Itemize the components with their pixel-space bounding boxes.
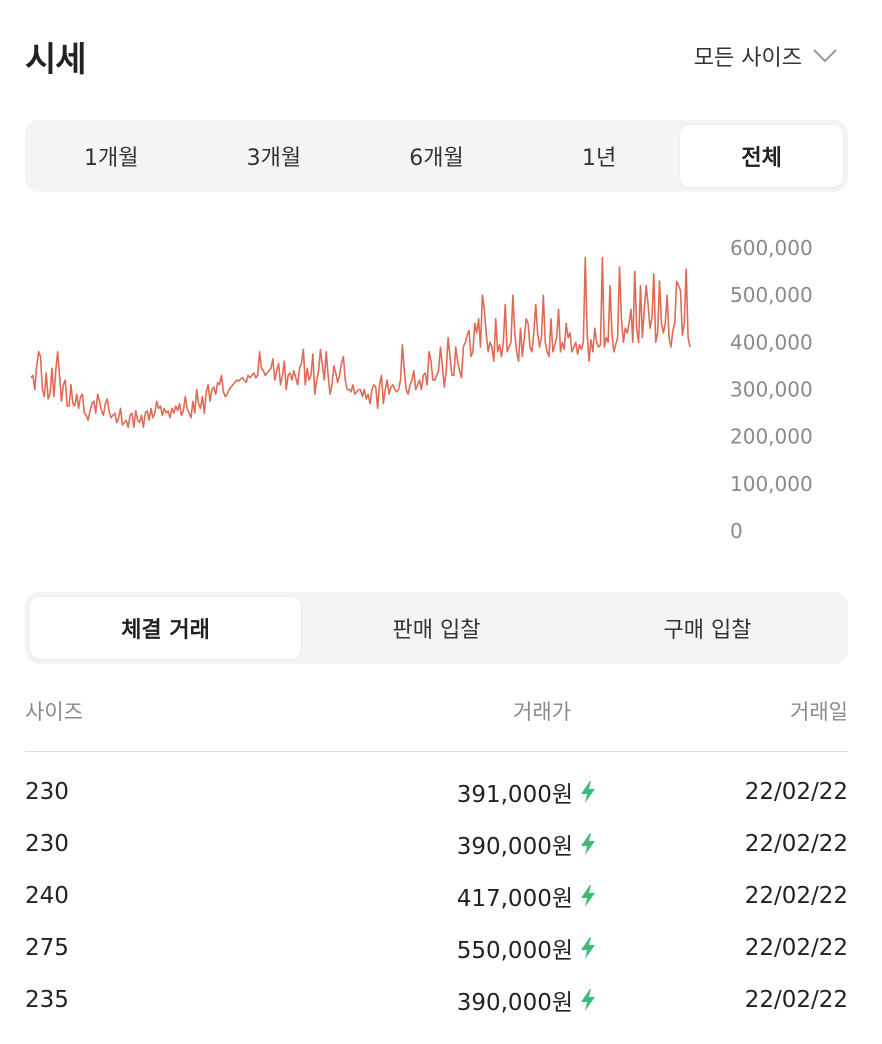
row-price: 390,000원 [456, 834, 573, 860]
y-axis-tick-label: 0 [730, 519, 743, 543]
row-price-cell: 417,000원 [225, 879, 597, 913]
price-chart: 600,000 500,000 400,000 300,000 200,000 100,0… [25, 220, 848, 560]
row-price-cell: 390,000원 [225, 983, 597, 1017]
row-size: 240 [25, 883, 69, 909]
market-price-header: 시세 모든 사이즈 [25, 28, 848, 84]
row-price-cell: 390,000원 [225, 827, 597, 861]
y-axis-tick-label: 200,000 [730, 425, 813, 449]
table-row: 230 391,000원 22/02/22 [25, 766, 848, 818]
period-tabs: 1개월 3개월 6개월 1년 전체 [25, 120, 848, 192]
table-row: 235 390,000원 22/02/22 [25, 974, 848, 1026]
row-date: 22/02/22 [744, 935, 848, 961]
row-date: 22/02/22 [744, 831, 848, 857]
size-select-label: 모든 사이즈 [693, 46, 802, 71]
row-date: 22/02/22 [744, 779, 848, 805]
tab-1-month[interactable]: 1개월 [84, 146, 139, 171]
table-row: 230 390,000원 22/02/22 [25, 818, 848, 870]
row-size: 235 [25, 987, 69, 1013]
lightning-icon [581, 989, 595, 1011]
header-size: 사이즈 [25, 700, 83, 724]
row-price: 391,000원 [456, 782, 573, 808]
row-size: 230 [25, 831, 69, 857]
table-header: 사이즈 거래가 거래일 [25, 696, 848, 752]
tab-3-months[interactable]: 3개월 [246, 146, 302, 171]
tab-all[interactable]: 전체 [680, 125, 843, 187]
trade-tabs: 체결 거래 판매 입찰 구매 입찰 [25, 592, 848, 664]
tab-concluded-trades[interactable]: 체결 거래 [30, 597, 301, 659]
lightning-icon [581, 885, 595, 907]
lightning-icon [581, 781, 595, 803]
table-row: 275 550,000원 22/02/22 [25, 922, 848, 974]
y-axis-tick-label: 600,000 [730, 236, 813, 260]
header-date: 거래일 [790, 700, 848, 724]
row-date: 22/02/22 [744, 883, 848, 909]
price-chart-svg: 600,000 500,000 400,000 300,000 200,000 100,0… [30, 236, 813, 543]
price-series-line [30, 256, 691, 429]
row-price: 390,000원 [456, 990, 573, 1016]
table-row: 240 417,000원 22/02/22 [25, 870, 848, 922]
lightning-icon [581, 833, 595, 855]
header-price: 거래가 [513, 700, 571, 724]
row-price: 550,000원 [456, 938, 573, 964]
size-select-dropdown[interactable]: 모든 사이즈 [694, 40, 838, 72]
y-axis-tick-label: 300,000 [730, 378, 813, 402]
row-size: 275 [25, 935, 69, 961]
tab-1-year[interactable]: 1년 [581, 146, 617, 171]
row-price-cell: 391,000원 [225, 775, 597, 809]
row-size: 230 [25, 779, 69, 805]
table-body: 230 391,000원 22/02/22 230 390,000원 22/02/22 24… [25, 752, 848, 1026]
row-price: 417,000원 [456, 886, 573, 912]
row-date: 22/02/22 [744, 987, 848, 1013]
y-axis-tick-label: 500,000 [730, 283, 813, 307]
lightning-icon [581, 937, 595, 959]
y-axis-tick-label: 100,000 [730, 472, 813, 496]
tab-6-months[interactable]: 6개월 [409, 146, 464, 171]
row-price-cell: 550,000원 [225, 931, 597, 965]
y-axis-tick-label: 400,000 [730, 330, 813, 354]
chevron-down-icon [813, 49, 837, 63]
tab-sell-bids[interactable]: 판매 입찰 [392, 618, 481, 643]
page-title: 시세 [25, 40, 87, 80]
trades-table: 사이즈 거래가 거래일 230 391,000원 22/02/22 230 390,00… [25, 696, 848, 1026]
tab-buy-bids[interactable]: 구매 입찰 [663, 618, 752, 643]
